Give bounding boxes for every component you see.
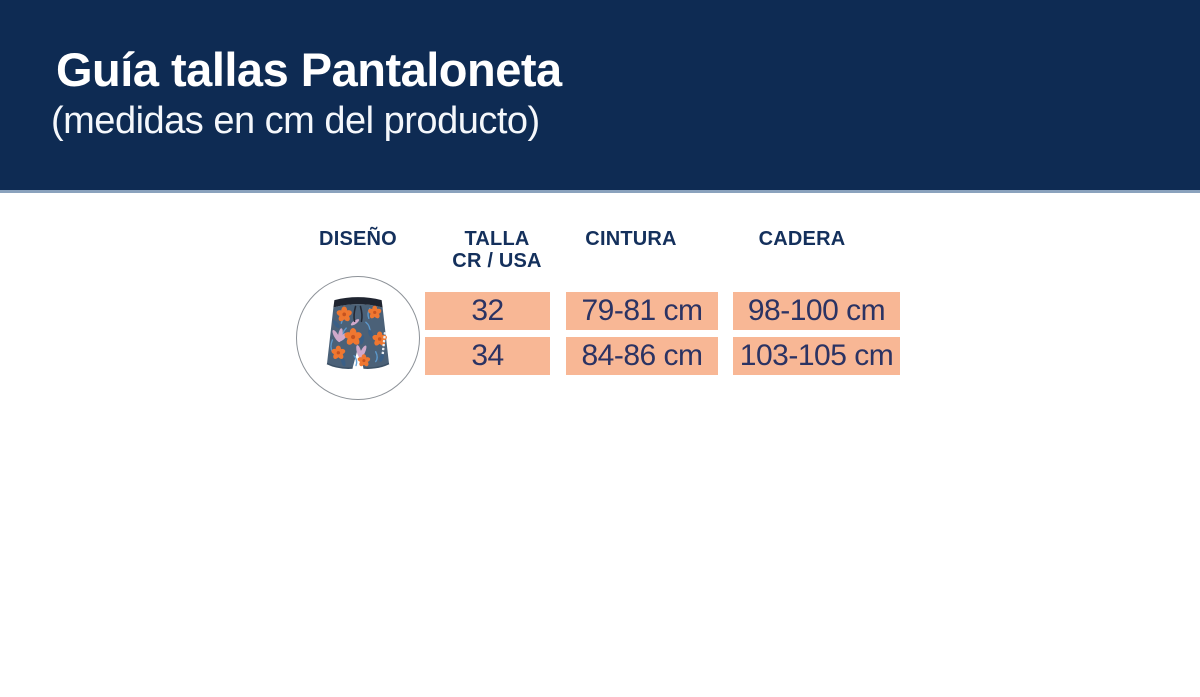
column-header-cadera: CADERA: [758, 228, 846, 250]
cell-cintura-row2: 84-86 cm: [566, 337, 718, 375]
cell-talla-row1: 32: [425, 292, 550, 330]
cell-cadera-row1: 98-100 cm: [733, 292, 900, 330]
cell-talla-row2: 34: [425, 337, 550, 375]
column-header-talla-line2: CR / USA: [452, 250, 542, 272]
page-subtitle: (medidas en cm del producto): [51, 100, 540, 142]
swim-shorts-icon: [326, 297, 390, 369]
brand-mark: [381, 332, 387, 355]
page-title: Guía tallas Pantaloneta: [56, 43, 562, 96]
cell-cadera-row2: 103-105 cm: [733, 337, 900, 375]
column-header-cintura: CINTURA: [585, 228, 677, 250]
column-header-diseno: DISEÑO: [319, 228, 397, 250]
column-header-talla-line1: TALLA: [464, 228, 530, 250]
cell-cintura-row1: 79-81 cm: [566, 292, 718, 330]
design-product-photo: [296, 276, 420, 400]
header-band: Guía tallas Pantaloneta (medidas en cm d…: [0, 0, 1200, 193]
column-header-talla: TALLA CR / USA: [427, 228, 567, 272]
